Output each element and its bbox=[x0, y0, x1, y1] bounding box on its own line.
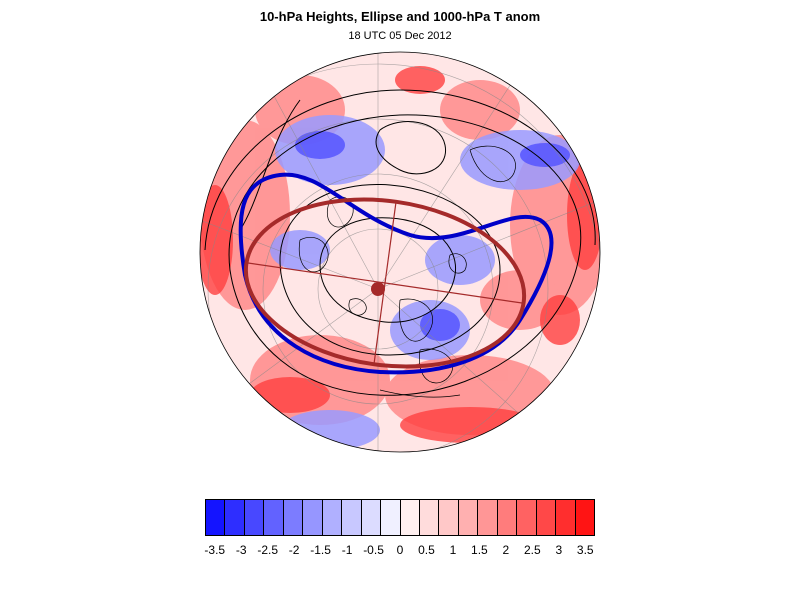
colorbar bbox=[205, 499, 595, 536]
colorbar-label: 3.5 bbox=[576, 543, 594, 557]
colorbar-cell bbox=[575, 500, 595, 535]
colorbar-cell bbox=[322, 500, 343, 535]
colorbar-cell bbox=[536, 500, 557, 535]
colorbar-cell bbox=[283, 500, 304, 535]
colorbar-label: -3 bbox=[235, 543, 247, 557]
ellipse-center-marker bbox=[371, 282, 385, 296]
colorbar-cell bbox=[497, 500, 518, 535]
colorbar-cell bbox=[478, 500, 498, 535]
colorbar-label: -2 bbox=[288, 543, 300, 557]
colorbar-cell bbox=[264, 500, 284, 535]
colorbar-label: 1.5 bbox=[471, 543, 488, 557]
colorbar-cell bbox=[517, 500, 537, 535]
ellipse-minor-axis bbox=[373, 201, 397, 365]
colorbar-cell bbox=[206, 500, 226, 535]
colorbar-label: -3.5 bbox=[204, 543, 226, 557]
colorbar-label: -1.5 bbox=[310, 543, 331, 557]
colorbar-cell bbox=[419, 500, 440, 535]
colorbar-cell bbox=[225, 500, 245, 535]
colorbar-cell bbox=[244, 500, 265, 535]
colorbar-label: 0 bbox=[396, 543, 404, 557]
page-subtitle: 18 UTC 05 Dec 2012 bbox=[348, 30, 452, 42]
colorbar-cell bbox=[342, 500, 362, 535]
vortex-ellipse bbox=[243, 197, 527, 369]
colorbar-cell bbox=[556, 500, 576, 535]
colorbar-label: 2 bbox=[502, 543, 510, 557]
colorbar-cell bbox=[303, 500, 323, 535]
colorbar-label: 3 bbox=[555, 543, 563, 557]
colorbar-label: -2.5 bbox=[257, 543, 279, 557]
page-title: 10-hPa Heights, Ellipse and 1000-hPa T a… bbox=[259, 9, 541, 24]
colorbar-cell bbox=[361, 500, 382, 535]
colorbar-cell bbox=[458, 500, 479, 535]
colorbar-labels: -3.5 -3 -2.5 -2 -1.5 -1 -0.5 0 0.5 1 1.5 2 2.5 3 3.5 bbox=[0, 543, 800, 559]
colorbar-cell bbox=[381, 500, 401, 535]
colorbar-label: -1 bbox=[341, 543, 353, 557]
colorbar-label: -0.5 bbox=[363, 543, 384, 557]
colorbar-label: 1 bbox=[449, 543, 457, 557]
blue-highlight-contour bbox=[238, 172, 554, 375]
colorbar-cell bbox=[439, 500, 459, 535]
colorbar-label: 2.5 bbox=[523, 543, 541, 557]
colorbar-cell bbox=[400, 500, 420, 535]
colorbar-label: 0.5 bbox=[418, 543, 435, 557]
